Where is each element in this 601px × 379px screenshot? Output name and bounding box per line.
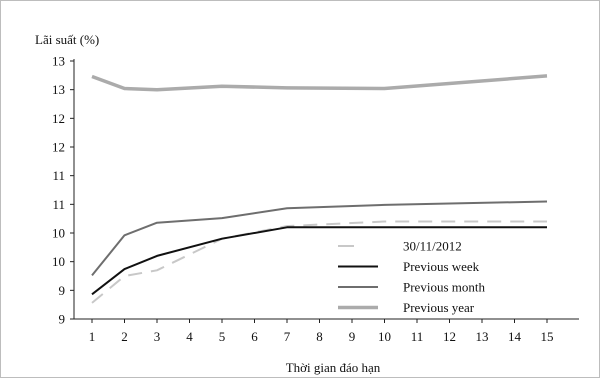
legend-label: Previous week <box>403 259 480 274</box>
y-tick-label: 10 <box>52 226 65 241</box>
y-tick-label: 13 <box>52 54 65 69</box>
x-tick-label: 8 <box>316 329 323 344</box>
x-tick-label: 6 <box>251 329 258 344</box>
series-layer <box>91 74 548 304</box>
x-tick-label: 15 <box>541 329 554 344</box>
y-tick-label: 9 <box>59 312 66 327</box>
y-tick-label: 9 <box>59 283 66 298</box>
legend: 30/11/2012 Previous week Previous month Pre… <box>338 239 485 315</box>
x-tick-label: 12 <box>443 329 456 344</box>
y-tick-label: 13 <box>52 82 65 97</box>
y-tick-label: 11 <box>52 197 65 212</box>
x-tick-label: 11 <box>411 329 424 344</box>
legend-label: Previous month <box>403 280 485 295</box>
y-tick-label: 12 <box>52 111 65 126</box>
x-tick-label: 10 <box>378 329 391 344</box>
x-axis-title: Thời gian đáo hạn <box>286 360 381 375</box>
x-tick-label: 2 <box>121 329 128 344</box>
legend-label: Previous year <box>403 300 475 315</box>
y-tick-label: 10 <box>52 254 65 269</box>
y-tick-label: 12 <box>52 140 65 155</box>
x-tick-label: 7 <box>284 329 291 344</box>
series-line-previous-month <box>91 200 548 277</box>
x-tick-label: 4 <box>186 329 193 344</box>
x-tick-label: 14 <box>508 329 522 344</box>
x-tick-label: 1 <box>89 329 96 344</box>
legend-label: 30/11/2012 <box>403 239 462 254</box>
y-tick-label: 11 <box>52 168 65 183</box>
series-line-previous-year <box>91 74 548 92</box>
x-tick-label: 3 <box>154 329 161 344</box>
x-tick-label: 9 <box>349 329 356 344</box>
y-axis-title: Lãi suất (%) <box>35 32 99 47</box>
x-tick-label: 5 <box>219 329 226 344</box>
x-tick-label: 13 <box>476 329 489 344</box>
series-line-previous-week <box>91 226 547 296</box>
